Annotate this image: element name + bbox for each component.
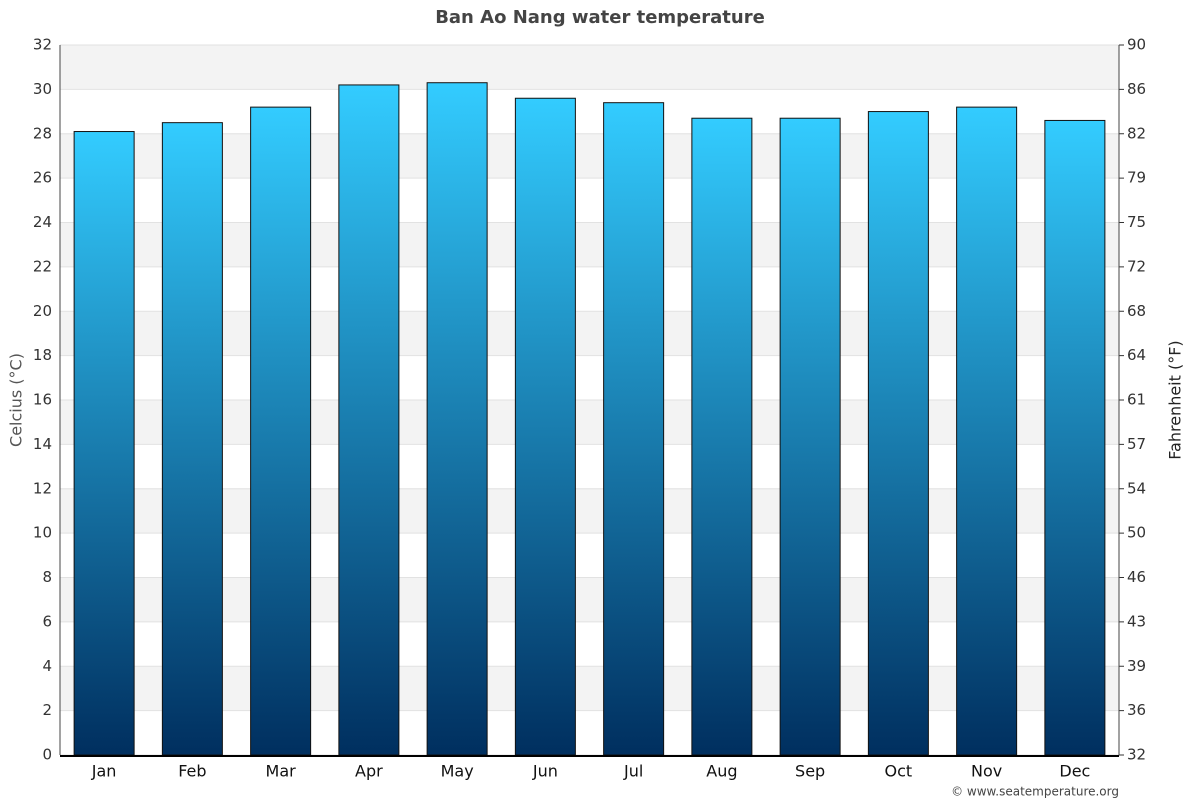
- x-tick-label: Jul: [623, 762, 643, 781]
- x-tick-label: Apr: [355, 762, 383, 781]
- y-tick-label: 12: [33, 479, 52, 497]
- bar: [426, 82, 488, 756]
- y-tick-label: 14: [33, 435, 52, 453]
- grid-band: [60, 45, 1119, 90]
- y2-tick-label: 82: [1127, 124, 1146, 142]
- chart-title: Ban Ao Nang water temperature: [435, 7, 765, 28]
- x-tick-label: Sep: [795, 762, 825, 781]
- y-axis-label: Celcius (°C): [7, 353, 26, 447]
- y2-tick-label: 57: [1127, 435, 1146, 453]
- y2-tick-label: 61: [1127, 391, 1146, 409]
- grid-band: [60, 400, 1119, 445]
- y-tick-label: 20: [33, 302, 52, 320]
- bar: [73, 131, 135, 756]
- y2-tick-label: 79: [1127, 169, 1146, 187]
- y-tick-label: 16: [33, 391, 52, 409]
- y-tick-label: 24: [33, 213, 52, 231]
- x-tick-label: Aug: [706, 762, 737, 781]
- y-tick-label: 6: [42, 612, 52, 630]
- bar: [779, 117, 841, 756]
- bar: [338, 84, 400, 756]
- grid-band: [60, 488, 1119, 534]
- y2-tick-label: 90: [1127, 36, 1146, 54]
- x-tick-label: Oct: [885, 762, 913, 781]
- bar: [603, 102, 665, 756]
- y2-tick-label: 36: [1127, 701, 1146, 719]
- y-tick-label: 2: [42, 701, 52, 719]
- y2-tick-label: 86: [1127, 80, 1146, 98]
- x-tick-label: Jan: [91, 762, 117, 781]
- y2-tick-label: 46: [1127, 568, 1146, 586]
- bar: [956, 106, 1018, 756]
- x-tick-label: Dec: [1059, 762, 1090, 781]
- y2-tick-label: 54: [1127, 479, 1146, 497]
- y-tick-label: 4: [42, 657, 52, 675]
- x-tick-label: Jun: [532, 762, 558, 781]
- grid-band: [60, 133, 1119, 179]
- bar: [1044, 119, 1106, 756]
- bar: [161, 122, 223, 756]
- x-tick-label: May: [441, 762, 474, 781]
- credit: © www.seatemperature.org: [951, 785, 1119, 799]
- y2-tick-label: 72: [1127, 257, 1146, 275]
- y2-tick-label: 50: [1127, 524, 1146, 542]
- y-tick-label: 26: [33, 169, 52, 187]
- bar: [514, 97, 576, 756]
- y-tick-label: 18: [33, 346, 52, 364]
- y-tick-label: 0: [42, 746, 52, 764]
- y2-tick-label: 39: [1127, 657, 1146, 675]
- x-tick-label: Feb: [178, 762, 206, 781]
- y2-tick-label: 68: [1127, 302, 1146, 320]
- bar: [691, 117, 753, 756]
- grid-band: [60, 666, 1119, 711]
- y-tick-label: 28: [33, 124, 52, 142]
- y2-axis-label: Fahrenheit (°F): [1166, 340, 1185, 459]
- grid-band: [60, 311, 1119, 356]
- x-tick-label: Nov: [971, 762, 1002, 781]
- grid-band: [60, 577, 1119, 622]
- y-tick-label: 30: [33, 80, 52, 98]
- x-tick-label: Mar: [266, 762, 297, 781]
- y-tick-label: 22: [33, 257, 52, 275]
- y2-tick-label: 43: [1127, 612, 1146, 630]
- y2-tick-label: 75: [1127, 213, 1146, 231]
- y2-tick-label: 32: [1127, 746, 1146, 764]
- bar: [250, 106, 312, 756]
- y-tick-label: 8: [42, 568, 52, 586]
- y-tick-label: 32: [33, 36, 52, 54]
- y2-tick-label: 64: [1127, 346, 1146, 364]
- grid-band: [60, 222, 1119, 267]
- bar: [867, 111, 929, 756]
- y-tick-label: 10: [33, 524, 52, 542]
